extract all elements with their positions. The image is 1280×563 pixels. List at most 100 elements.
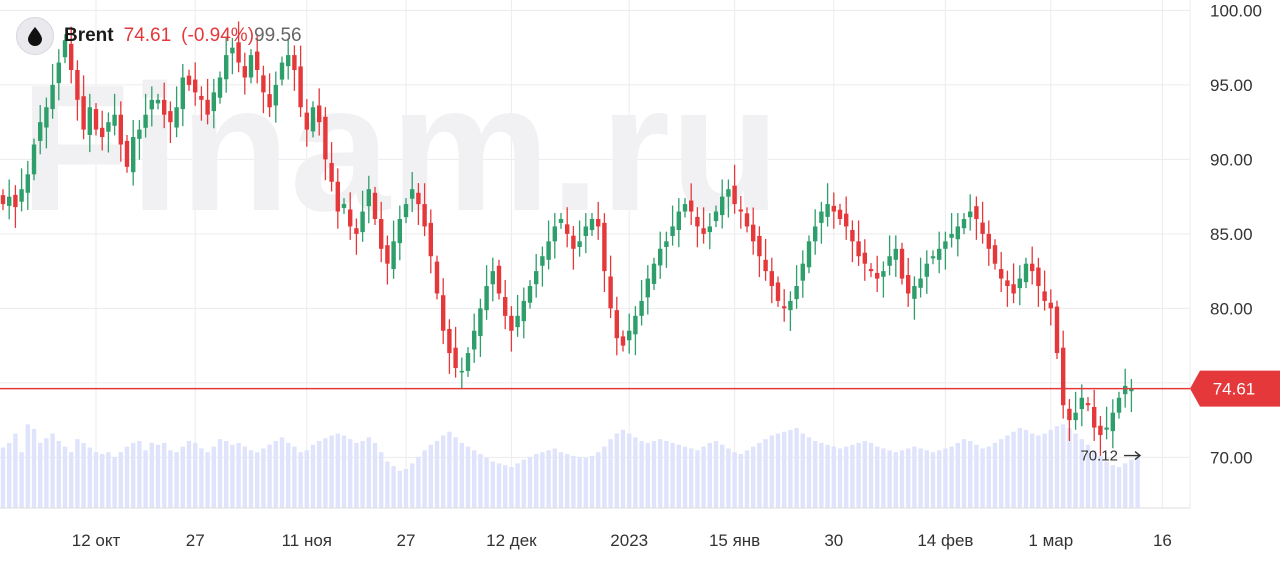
candle[interactable] [267,73,272,117]
candle[interactable] [546,220,551,270]
candle[interactable] [472,313,477,363]
candle[interactable] [137,119,142,160]
candle[interactable] [279,56,285,86]
candle[interactable] [31,138,37,181]
candle[interactable] [645,265,650,315]
candle[interactable] [341,198,347,214]
candle[interactable] [106,112,111,153]
candle[interactable] [527,280,533,309]
candle[interactable] [980,201,985,244]
candle[interactable] [1017,265,1022,306]
candle[interactable] [558,213,564,229]
candle[interactable] [651,257,657,290]
candle[interactable] [924,250,929,294]
candle[interactable] [391,220,396,279]
candle[interactable] [416,183,421,225]
candle[interactable] [881,261,886,298]
candle[interactable] [875,255,880,292]
candle[interactable] [552,213,557,259]
candle[interactable] [1110,399,1115,449]
candle[interactable] [118,101,123,162]
candle[interactable] [682,198,688,218]
candle[interactable] [360,190,365,242]
candle[interactable] [1042,270,1047,311]
candle[interactable] [217,71,223,104]
candle[interactable] [658,231,663,279]
candle[interactable] [608,255,613,319]
candle[interactable] [441,278,446,345]
candle[interactable] [453,326,458,378]
candle[interactable] [1011,263,1016,304]
candle[interactable] [81,75,86,140]
candle[interactable] [744,207,750,233]
candle[interactable] [707,213,712,250]
candle[interactable] [131,119,136,186]
candle[interactable] [521,287,526,339]
candle[interactable] [143,93,148,138]
candle[interactable] [751,207,756,255]
candle[interactable] [242,52,247,95]
candle[interactable] [713,205,719,228]
candle[interactable] [478,298,483,357]
candle[interactable] [162,82,167,129]
candle[interactable] [298,45,303,117]
candle[interactable] [434,255,440,300]
candle[interactable] [515,294,520,337]
candle[interactable] [211,78,216,129]
candle[interactable] [273,71,278,123]
candle[interactable] [193,62,198,106]
candle[interactable] [620,330,626,352]
candle[interactable] [856,220,861,266]
candle[interactable] [949,213,954,248]
candle[interactable] [571,225,576,270]
candle[interactable] [943,231,948,270]
candle[interactable] [1067,399,1072,441]
candle[interactable] [292,45,297,91]
candle[interactable] [447,319,452,374]
candle[interactable] [813,209,818,255]
candle[interactable] [317,88,322,136]
candle[interactable] [602,213,607,292]
candle[interactable] [329,142,334,192]
candle[interactable] [788,291,793,332]
candle[interactable] [930,250,936,265]
candle[interactable] [912,276,917,320]
candle[interactable] [1048,289,1053,326]
candle[interactable] [639,280,644,326]
candle[interactable] [720,179,725,229]
candle[interactable] [50,64,55,119]
candle[interactable] [261,65,266,114]
candle[interactable] [484,265,489,320]
candle[interactable] [850,220,855,263]
candle[interactable] [893,235,898,277]
candle[interactable] [87,93,92,153]
candle[interactable] [1023,257,1029,289]
candle[interactable] [806,235,812,274]
candle[interactable] [75,60,80,121]
candle[interactable] [732,164,737,214]
candle[interactable] [695,207,700,248]
candle[interactable] [112,93,117,136]
candle[interactable] [565,207,570,248]
candle[interactable] [769,257,774,304]
candle[interactable] [286,37,291,80]
candle[interactable] [496,259,502,300]
candle[interactable] [763,238,768,281]
candle[interactable] [310,101,316,138]
candle[interactable] [0,189,6,211]
candle[interactable] [862,239,867,281]
candle[interactable] [25,160,30,210]
candle[interactable] [199,86,204,121]
candle[interactable] [968,194,973,231]
candle[interactable] [782,289,787,322]
candle[interactable] [354,218,359,255]
candle[interactable] [664,231,669,268]
candle[interactable] [69,26,74,84]
candle[interactable] [676,198,681,248]
candle[interactable] [1079,384,1084,427]
candle[interactable] [906,257,911,307]
candle[interactable] [1098,416,1103,456]
candle[interactable] [1054,300,1060,360]
candle[interactable] [56,49,61,101]
